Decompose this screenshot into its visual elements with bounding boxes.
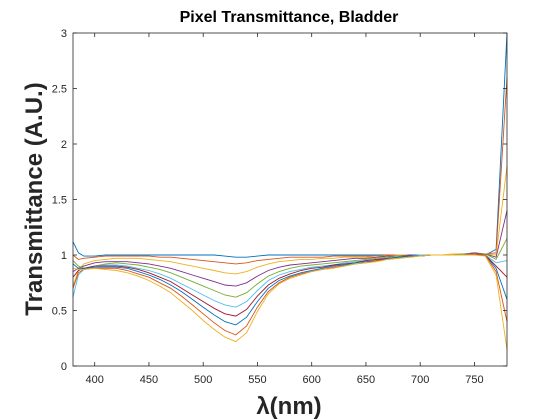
- y-tick-label: 0.5: [52, 306, 67, 318]
- y-tick-label: 1.5: [52, 195, 67, 207]
- plot-area: 400 450 500 550 600 650 700 750 0 0.5 1 1.5 2 2.5 3: [52, 28, 508, 386]
- x-axis-label: λ(nm): [256, 393, 321, 420]
- y-tick-label: 2.5: [52, 84, 67, 96]
- x-tick-label: 400: [86, 374, 104, 386]
- series-layer: [72, 32, 508, 350]
- x-tick-label: 700: [411, 374, 429, 386]
- x-tick-label: 450: [140, 374, 158, 386]
- y-axis-ticks: 0 0.5 1 1.5 2 2.5 3: [52, 28, 507, 373]
- y-tick-label: 3: [61, 28, 67, 40]
- x-tick-label: 750: [465, 374, 483, 386]
- x-tick-label: 500: [194, 374, 212, 386]
- y-tick-label: 1: [61, 250, 67, 262]
- y-axis-label: Transmittance (A.U.): [21, 82, 48, 315]
- x-tick-label: 650: [357, 374, 375, 386]
- chart-title: Pixel Transmittance, Bladder: [180, 9, 399, 26]
- y-tick-label: 0: [61, 361, 67, 373]
- y-tick-label: 2: [61, 139, 67, 151]
- x-tick-label: 600: [303, 374, 321, 386]
- x-tick-label: 550: [248, 374, 266, 386]
- axes-background: [73, 33, 507, 366]
- x-axis-ticks: 400 450 500 550 600 650 700 750: [86, 33, 484, 386]
- series-line-10: [72, 254, 508, 350]
